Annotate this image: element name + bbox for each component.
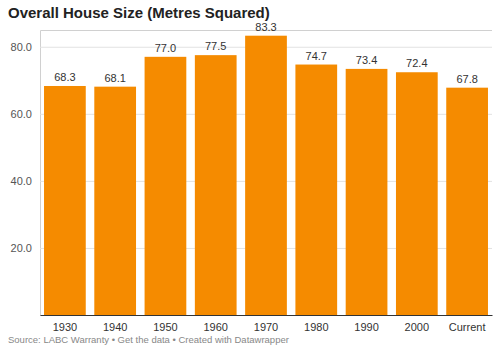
title: Overall House Size (Metres Squared) bbox=[8, 4, 270, 21]
bars bbox=[44, 36, 488, 315]
source-note: Source: LABC Warranty • Get the data • C… bbox=[8, 334, 289, 345]
x-tick-label: 1990 bbox=[354, 321, 378, 333]
x-tick-label: 1950 bbox=[153, 321, 177, 333]
data-label: 72.4 bbox=[406, 57, 427, 69]
x-tick-label: 2000 bbox=[405, 321, 429, 333]
data-label: 77.0 bbox=[155, 42, 176, 54]
x-tick: 2000 bbox=[405, 315, 429, 333]
y-axis: 20.0 40.0 60.0 80.0 bbox=[11, 31, 492, 316]
data-label: 68.3 bbox=[54, 71, 75, 83]
bar bbox=[295, 65, 337, 315]
x-tick: Current bbox=[449, 315, 486, 333]
y-axis-line bbox=[41, 31, 493, 316]
bar bbox=[145, 57, 187, 315]
x-tick: 1990 bbox=[354, 315, 378, 333]
x-tick-label: 1960 bbox=[203, 321, 227, 333]
y-tick-label: 80.0 bbox=[11, 41, 32, 53]
chart: Overall House Size (Metres Squared) 20.0 4… bbox=[0, 0, 500, 349]
data-label: 68.1 bbox=[104, 72, 125, 84]
data-label: 73.4 bbox=[356, 54, 377, 66]
x-tick: 1930 bbox=[53, 315, 77, 333]
x-tick-label: Current bbox=[449, 321, 486, 333]
bar bbox=[195, 55, 237, 315]
y-tick-label: 60.0 bbox=[11, 108, 32, 120]
bar bbox=[446, 88, 488, 315]
x-tick-label: 1940 bbox=[103, 321, 127, 333]
x-tick-label: 1980 bbox=[304, 321, 328, 333]
x-axis: 1930 1940 1950 1960 1970 1980 1990 2000 Current bbox=[41, 315, 493, 333]
data-label: 83.3 bbox=[255, 21, 276, 33]
x-tick: 1950 bbox=[153, 315, 177, 333]
bar bbox=[245, 36, 287, 315]
y-tick-label: 40.0 bbox=[11, 175, 32, 187]
x-tick: 1970 bbox=[254, 315, 278, 333]
bar bbox=[396, 72, 438, 315]
data-label: 77.5 bbox=[205, 40, 226, 52]
bar bbox=[346, 69, 388, 315]
x-tick-label: 1930 bbox=[53, 321, 77, 333]
x-tick: 1980 bbox=[304, 315, 328, 333]
data-label: 67.8 bbox=[456, 73, 477, 85]
y-tick-label: 20.0 bbox=[11, 242, 32, 254]
x-tick: 1960 bbox=[203, 315, 227, 333]
x-tick-label: 1970 bbox=[254, 321, 278, 333]
bar bbox=[94, 87, 136, 315]
data-labels: 68.3 68.1 77.0 77.5 83.3 74.7 73.4 72.4 67.8 bbox=[54, 21, 478, 85]
x-tick: 1940 bbox=[103, 315, 127, 333]
plot: 20.0 40.0 60.0 80.0 1930 1940 1950 1960 1970 1980… bbox=[11, 21, 493, 333]
data-label: 74.7 bbox=[306, 50, 327, 62]
x-axis-line bbox=[41, 315, 493, 316]
bar bbox=[44, 86, 86, 315]
